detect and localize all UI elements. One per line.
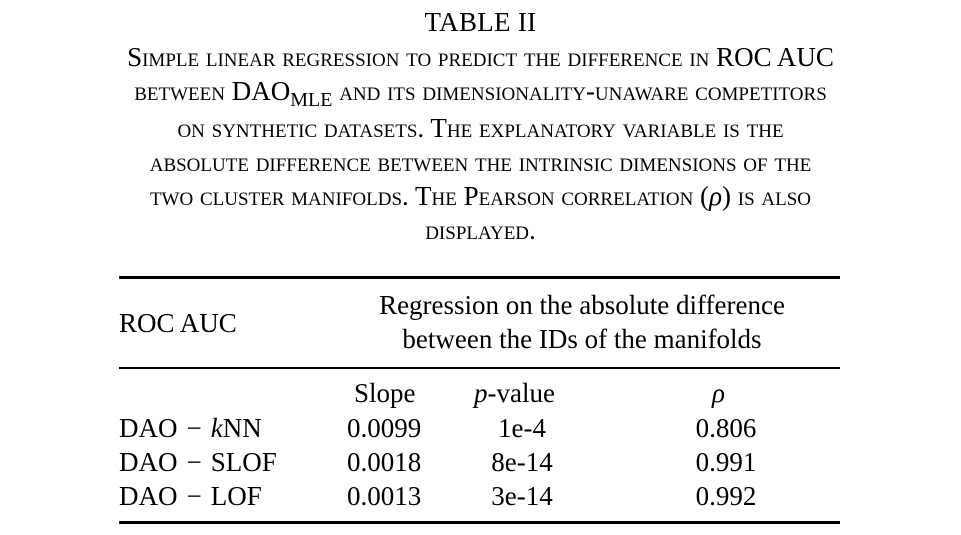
bottom-rule bbox=[119, 521, 840, 524]
table-cell-pvalue: 3e-14 bbox=[491, 481, 553, 511]
table-cell-slope: 0.0099 bbox=[347, 413, 422, 443]
caption-text: and its dimensionality-unaware competito… bbox=[332, 76, 827, 106]
table-cell-slope: 0.0013 bbox=[347, 481, 422, 511]
caption-line-3: on synthetic datasets. The explanatory v… bbox=[177, 113, 784, 143]
table-cell-pvalue: 8e-14 bbox=[491, 447, 553, 477]
minus-sign: − bbox=[186, 413, 202, 443]
competitor-italic: k bbox=[210, 413, 223, 443]
caption-line-2: between DAOMLE and its dimensionality-un… bbox=[0, 74, 961, 111]
competitor-name: LOF bbox=[210, 481, 262, 511]
header-group-line-2: between the IDs of the manifolds bbox=[402, 324, 762, 354]
table-row-method: DAO − SLOF bbox=[119, 445, 277, 479]
method-name: DAO bbox=[119, 481, 178, 511]
method-name: DAO bbox=[119, 447, 178, 477]
header-rho: ρ bbox=[712, 378, 725, 408]
header-pvalue: p-value bbox=[474, 376, 555, 410]
caption-line-4: absolute difference between the intrinsi… bbox=[149, 147, 812, 177]
minus-sign: − bbox=[186, 481, 202, 511]
competitor-name: NN bbox=[222, 413, 262, 443]
caption-text: ) is also bbox=[722, 181, 812, 211]
caption-line-1: Simple linear regression to predict the … bbox=[127, 42, 834, 72]
mid-rule bbox=[119, 367, 840, 369]
table-row-method: DAO − kNN bbox=[119, 411, 262, 445]
caption-text: between DAO bbox=[134, 76, 291, 106]
header-regression-group: Regression on the absolute difference be… bbox=[334, 288, 830, 356]
header-roc-auc: ROC AUC bbox=[119, 308, 237, 338]
table-cell-rho: 0.992 bbox=[695, 481, 757, 511]
table-row-method: DAO − LOF bbox=[119, 479, 262, 513]
header-group-line-1: Regression on the absolute difference bbox=[379, 290, 785, 320]
pvalue-rest: -value bbox=[487, 378, 555, 408]
top-rule bbox=[119, 276, 840, 279]
header-slope: Slope bbox=[354, 378, 416, 408]
caption-subscript: MLE bbox=[290, 89, 333, 111]
table-cell-rho: 0.991 bbox=[695, 447, 757, 477]
table-cell-pvalue: 1e-4 bbox=[498, 413, 546, 443]
caption-line-5: two cluster manifolds. The Pearson corre… bbox=[0, 179, 961, 213]
caption-text: two cluster manifolds. The Pearson corre… bbox=[149, 181, 710, 211]
method-name: DAO bbox=[119, 413, 178, 443]
minus-sign: − bbox=[186, 447, 202, 477]
table-cell-slope: 0.0018 bbox=[347, 447, 422, 477]
table-label: TABLE II bbox=[424, 7, 537, 37]
competitor-name: SLOF bbox=[210, 447, 277, 477]
table-cell-rho: 0.806 bbox=[695, 413, 757, 443]
caption-line-6: displayed. bbox=[425, 215, 536, 245]
table-caption: Simple linear regression to predict the … bbox=[0, 40, 961, 247]
rho-symbol: ρ bbox=[709, 181, 723, 211]
pvalue-var: p bbox=[474, 378, 488, 408]
